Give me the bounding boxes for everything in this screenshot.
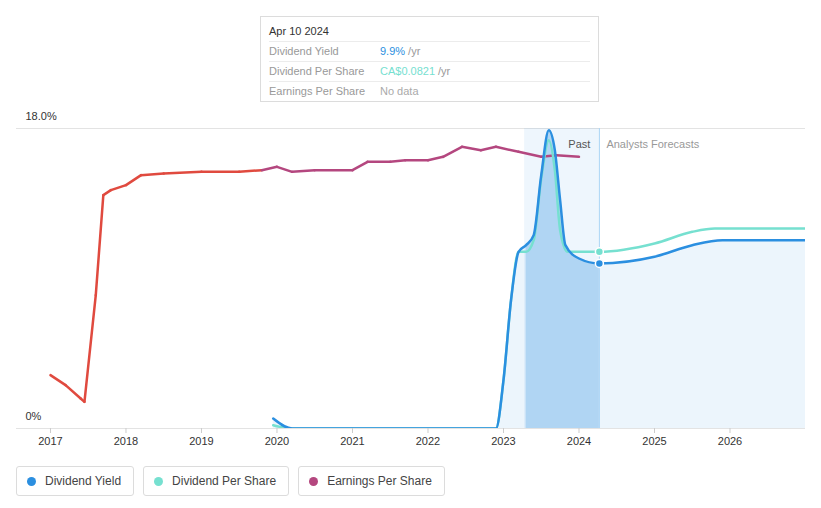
html-text:Earnings Per Share: Earnings Per Share	[269, 85, 365, 97]
svg-text:2024: 2024	[567, 435, 591, 447]
svg-text:2022: 2022	[416, 435, 440, 447]
svg-text:2020: 2020	[265, 435, 289, 447]
html-text:Earnings Per Share: Earnings Per Share	[327, 474, 432, 488]
svg-text:Analysts Forecasts: Analysts Forecasts	[606, 138, 699, 150]
html-text:9.9% /yr: 9.9% /yr	[380, 45, 421, 57]
html-text:Dividend Yield: Dividend Yield	[269, 45, 339, 57]
html-text:No data: No data	[380, 85, 419, 97]
html-text:CA$0.0821 /yr: CA$0.0821 /yr	[380, 65, 451, 77]
html-text:Dividend Yield: Dividend Yield	[45, 474, 122, 488]
svg-text:2019: 2019	[189, 435, 213, 447]
svg-text:2017: 2017	[38, 435, 62, 447]
svg-text:2018: 2018	[114, 435, 138, 447]
svg-text:18.0%: 18.0%	[26, 110, 57, 122]
svg-text:Past: Past	[568, 138, 590, 150]
html-text:Dividend Per Share: Dividend Per Share	[269, 65, 365, 77]
svg-text:2021: 2021	[340, 435, 364, 447]
html-text:Apr 10 2024: Apr 10 2024	[269, 25, 329, 37]
html-text:Dividend Per Share: Dividend Per Share	[172, 474, 277, 488]
svg-text:2026: 2026	[718, 435, 742, 447]
svg-text:0%: 0%	[26, 410, 42, 422]
svg-text:2023: 2023	[491, 435, 515, 447]
svg-text:2025: 2025	[642, 435, 666, 447]
